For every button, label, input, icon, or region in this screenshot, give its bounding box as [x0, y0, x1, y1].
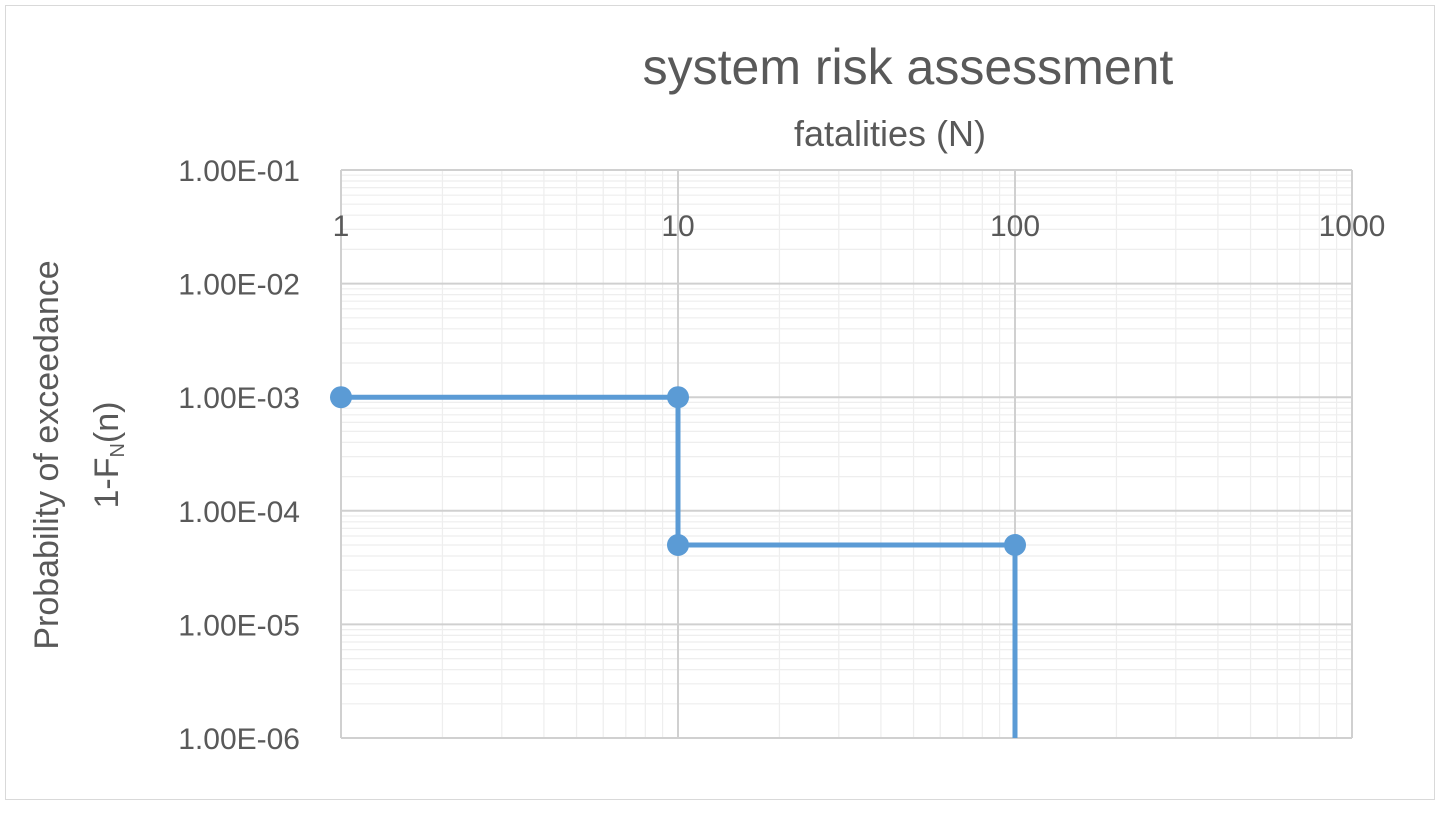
- y-tick-label: 1.00E-02: [178, 269, 300, 302]
- data-point-marker: [667, 386, 689, 409]
- x-tick-label: 1: [333, 210, 350, 243]
- x-tick-label: 10: [661, 210, 694, 243]
- x-tick-label: 100: [990, 210, 1040, 243]
- data-point-marker: [667, 533, 689, 556]
- y-tick-label: 1.00E-04: [178, 496, 300, 529]
- y-axis-title-line2: 1-FN(n): [88, 401, 129, 508]
- data-point-marker: [1004, 533, 1026, 556]
- y-axis-title-suffix: (n): [88, 401, 126, 443]
- y-axis-title-prefix: 1-F: [88, 458, 126, 509]
- y-tick-label: 1.00E-03: [178, 382, 300, 415]
- data-point-marker: [330, 386, 352, 409]
- y-tick-label: 1.00E-05: [178, 609, 300, 642]
- y-axis-title-line1: Probability of exceedance: [28, 260, 66, 649]
- x-axis-title: fatalities (N): [794, 113, 986, 154]
- y-tick-labels: 1.00E-01 1.00E-02 1.00E-03 1.00E-04 1.00E-05…: [178, 155, 300, 756]
- x-tick-labels: 1 10 100 1000: [333, 210, 1386, 243]
- chart-title: system risk assessment: [643, 39, 1174, 95]
- series-group: [330, 386, 1026, 738]
- x-tick-label: 1000: [1319, 210, 1386, 243]
- y-axis-title-subscript: N: [107, 443, 129, 457]
- y-tick-label: 1.00E-06: [178, 723, 300, 756]
- grid-lines: [340, 169, 1353, 739]
- y-axis-title: Probability of exceedance 1-FN(n): [28, 260, 129, 649]
- y-tick-label: 1.00E-01: [178, 155, 300, 188]
